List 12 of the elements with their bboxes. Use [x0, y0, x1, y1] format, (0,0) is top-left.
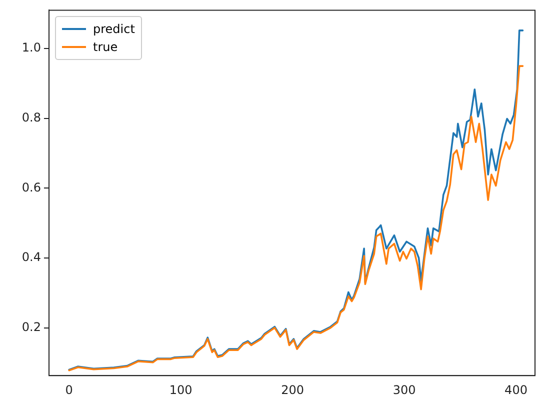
- y-tick-label: 1.0: [22, 40, 41, 55]
- x-tick-label: 300: [392, 382, 416, 397]
- legend-label: predict: [93, 21, 135, 38]
- x-tick-label: 400: [504, 382, 528, 397]
- y-tick-label: 0.6: [22, 180, 41, 194]
- x-tick-label: 100: [169, 382, 192, 397]
- legend-label: true: [93, 39, 118, 56]
- x-tick-label: 0: [65, 382, 73, 397]
- y-tick-label: 0.4: [22, 250, 41, 264]
- x-tick-label: 200: [281, 382, 304, 397]
- y-tick-label: 0.2: [22, 320, 41, 334]
- y-tick-label: 0.8: [22, 110, 41, 125]
